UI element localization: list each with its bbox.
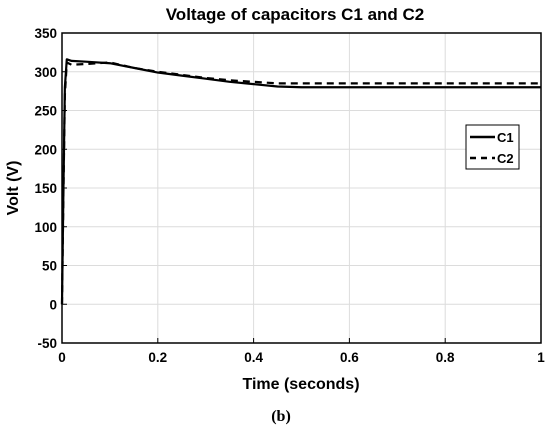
- x-axis-label: Time (seconds): [242, 376, 359, 393]
- y-tick-label: 150: [34, 181, 57, 196]
- x-tick-label: 0.6: [340, 350, 359, 365]
- x-tick-label: 1: [537, 350, 545, 365]
- series-line-c1: [60, 58, 541, 305]
- y-tick-labels: -50 0 50 100 150 200 250 300 350: [34, 26, 57, 351]
- x-tick-label: 0.4: [244, 350, 263, 365]
- legend-label-c1: C1: [497, 130, 514, 145]
- y-axis-label: Volt (V): [5, 161, 22, 216]
- legend: C1 C2: [465, 124, 520, 170]
- x-tick-label: 0.2: [148, 350, 167, 365]
- chart-title: Voltage of capacitors C1 and C2: [166, 5, 425, 24]
- plot-frame: [61, 32, 542, 344]
- figure-caption: (b): [271, 408, 291, 425]
- legend-box: [465, 124, 520, 170]
- series-layer: [60, 58, 541, 305]
- y-tick-label: 350: [34, 26, 57, 41]
- x-tick-label: 0.8: [436, 350, 455, 365]
- legend-label-c2: C2: [497, 151, 514, 166]
- x-tick-labels: 0 0.2 0.4 0.6 0.8 1: [58, 350, 545, 365]
- series-line-c2: [60, 61, 541, 305]
- y-tick-label: 250: [34, 104, 57, 119]
- y-tick-label: 0: [49, 297, 57, 312]
- y-tick-label: 200: [34, 142, 57, 157]
- y-tick-label: 100: [34, 220, 57, 235]
- x-tick-label: 0: [58, 350, 66, 365]
- y-tick-label: 300: [34, 65, 57, 80]
- y-tick-label: 50: [42, 259, 57, 274]
- y-tick-label: -50: [37, 336, 57, 351]
